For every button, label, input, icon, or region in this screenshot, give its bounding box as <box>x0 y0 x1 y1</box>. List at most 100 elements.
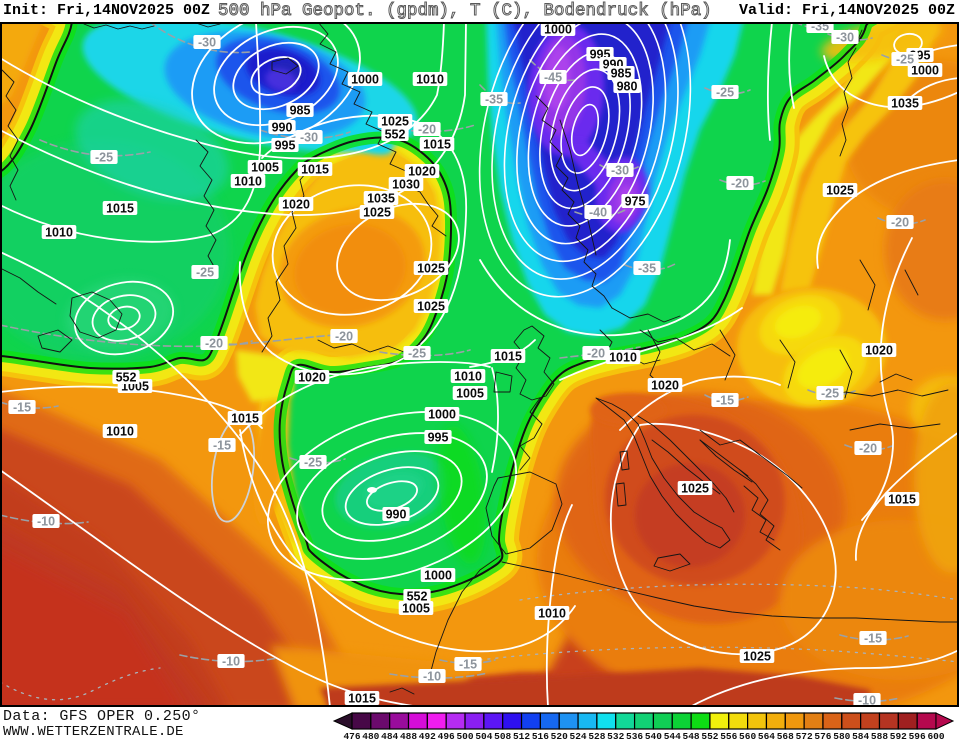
svg-text:528: 528 <box>588 731 605 741</box>
svg-text:1000: 1000 <box>424 568 452 582</box>
svg-text:508: 508 <box>494 731 511 741</box>
svg-text:1020: 1020 <box>282 197 310 211</box>
svg-text:-20: -20 <box>205 336 223 350</box>
svg-text:-35: -35 <box>811 22 829 33</box>
svg-text:-30: -30 <box>198 35 216 49</box>
svg-text:596: 596 <box>909 731 926 741</box>
svg-text:1025: 1025 <box>417 261 445 275</box>
svg-text:-10: -10 <box>222 654 240 668</box>
svg-text:-25: -25 <box>95 150 113 164</box>
svg-text:990: 990 <box>272 120 293 134</box>
svg-text:552: 552 <box>116 370 137 384</box>
svg-text:552: 552 <box>701 731 718 741</box>
svg-text:-35: -35 <box>638 261 656 275</box>
svg-text:540: 540 <box>645 731 662 741</box>
svg-text:532: 532 <box>607 731 624 741</box>
svg-text:580: 580 <box>833 731 850 741</box>
svg-text:1000: 1000 <box>351 72 379 86</box>
svg-text:1000: 1000 <box>428 407 456 421</box>
svg-text:-45: -45 <box>544 70 562 84</box>
svg-text:556: 556 <box>720 731 737 741</box>
svg-text:600: 600 <box>927 731 944 741</box>
svg-text:1025: 1025 <box>681 481 709 495</box>
svg-text:1015: 1015 <box>494 349 522 363</box>
svg-text:552: 552 <box>407 589 428 603</box>
svg-text:1025: 1025 <box>417 299 445 313</box>
svg-text:1010: 1010 <box>538 606 566 620</box>
svg-text:-25: -25 <box>821 386 839 400</box>
svg-text:-15: -15 <box>213 438 231 452</box>
svg-text:1025: 1025 <box>381 114 409 128</box>
svg-text:564: 564 <box>758 731 775 741</box>
svg-text:1010: 1010 <box>234 174 262 188</box>
svg-text:-40: -40 <box>589 205 607 219</box>
svg-text:584: 584 <box>852 731 869 741</box>
svg-text:1015: 1015 <box>348 691 376 705</box>
svg-text:516: 516 <box>532 731 549 741</box>
svg-text:995: 995 <box>428 430 449 444</box>
svg-text:1000: 1000 <box>544 22 572 36</box>
svg-text:484: 484 <box>381 731 398 741</box>
svg-text:480: 480 <box>362 731 379 741</box>
svg-text:492: 492 <box>419 731 436 741</box>
svg-text:520: 520 <box>551 731 568 741</box>
svg-text:572: 572 <box>796 731 813 741</box>
svg-text:1010: 1010 <box>609 350 637 364</box>
svg-text:1025: 1025 <box>826 183 854 197</box>
svg-text:1020: 1020 <box>865 343 893 357</box>
svg-text:-25: -25 <box>196 265 214 279</box>
svg-text:975: 975 <box>625 194 646 208</box>
svg-text:-25: -25 <box>304 455 322 469</box>
svg-text:1025: 1025 <box>363 205 391 219</box>
svg-text:1015: 1015 <box>231 411 259 425</box>
svg-text:512: 512 <box>513 731 530 741</box>
svg-text:1015: 1015 <box>301 162 329 176</box>
svg-text:1000: 1000 <box>911 63 939 77</box>
svg-text:1010: 1010 <box>454 369 482 383</box>
svg-text:-25: -25 <box>896 52 914 66</box>
svg-text:-20: -20 <box>418 122 436 136</box>
svg-text:-15: -15 <box>864 631 882 645</box>
svg-text:1025: 1025 <box>743 649 771 663</box>
svg-text:500: 500 <box>456 731 473 741</box>
svg-text:1020: 1020 <box>408 164 436 178</box>
svg-text:-30: -30 <box>611 163 629 177</box>
svg-text:-10: -10 <box>37 514 55 528</box>
svg-text:576: 576 <box>814 731 831 741</box>
svg-text:536: 536 <box>626 731 643 741</box>
svg-text:980: 980 <box>617 79 638 93</box>
svg-text:1010: 1010 <box>106 424 134 438</box>
svg-text:476: 476 <box>343 731 360 741</box>
svg-text:588: 588 <box>871 731 888 741</box>
svg-text:-20: -20 <box>859 441 877 455</box>
svg-text:1020: 1020 <box>298 370 326 384</box>
svg-text:1015: 1015 <box>106 201 134 215</box>
svg-text:560: 560 <box>739 731 756 741</box>
svg-text:1005: 1005 <box>456 386 484 400</box>
svg-text:-25: -25 <box>716 85 734 99</box>
svg-text:-20: -20 <box>891 215 909 229</box>
svg-text:-30: -30 <box>300 130 318 144</box>
svg-text:568: 568 <box>777 731 794 741</box>
svg-text:524: 524 <box>570 731 587 741</box>
svg-text:1005: 1005 <box>251 160 279 174</box>
svg-text:1020: 1020 <box>651 378 679 392</box>
svg-text:1035: 1035 <box>367 191 395 205</box>
svg-text:-20: -20 <box>731 176 749 190</box>
svg-text:-20: -20 <box>335 329 353 343</box>
svg-text:548: 548 <box>683 731 700 741</box>
svg-text:1015: 1015 <box>888 492 916 506</box>
svg-text:985: 985 <box>290 103 311 117</box>
svg-text:995: 995 <box>275 138 296 152</box>
svg-text:544: 544 <box>664 731 681 741</box>
svg-text:-10: -10 <box>423 669 441 683</box>
svg-text:985: 985 <box>611 66 632 80</box>
svg-text:496: 496 <box>438 731 455 741</box>
svg-text:1030: 1030 <box>392 177 420 191</box>
svg-text:488: 488 <box>400 731 417 741</box>
svg-text:1015: 1015 <box>423 137 451 151</box>
svg-text:-15: -15 <box>13 400 31 414</box>
svg-text:990: 990 <box>386 507 407 521</box>
svg-text:-30: -30 <box>836 30 854 44</box>
svg-text:1005: 1005 <box>402 601 430 615</box>
